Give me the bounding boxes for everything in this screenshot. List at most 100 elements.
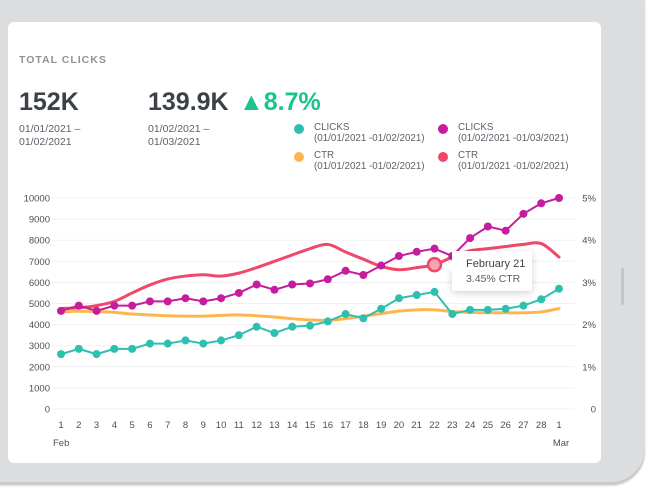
legend-range: (01/01/2021 -01/02/2021) bbox=[458, 161, 569, 172]
data-point[interactable] bbox=[483, 222, 492, 231]
data-point[interactable] bbox=[377, 261, 386, 270]
data-point[interactable] bbox=[217, 336, 226, 345]
y-left-tick-label: 2000 bbox=[29, 362, 50, 373]
x-tick-label: 24 bbox=[465, 420, 476, 431]
data-point[interactable] bbox=[323, 317, 332, 326]
data-point[interactable] bbox=[145, 339, 154, 348]
x-tick-label: 19 bbox=[376, 420, 387, 431]
y-left-tick-label: 8000 bbox=[29, 236, 50, 247]
data-point[interactable] bbox=[323, 275, 332, 284]
x-tick-label: 13 bbox=[269, 420, 280, 431]
data-point[interactable] bbox=[555, 284, 563, 293]
legend-dot-icon bbox=[294, 152, 304, 162]
data-point[interactable] bbox=[448, 310, 457, 319]
x-tick-label: 27 bbox=[518, 420, 529, 431]
data-point[interactable] bbox=[288, 322, 297, 331]
data-point[interactable] bbox=[377, 304, 386, 313]
previous-range-end: 01/03/2021 bbox=[148, 136, 201, 148]
data-point[interactable] bbox=[555, 194, 563, 202]
data-point[interactable] bbox=[306, 279, 314, 288]
data-point[interactable] bbox=[466, 234, 475, 243]
y-left-tick-label: 3000 bbox=[29, 341, 50, 352]
x-tick-label: 14 bbox=[287, 420, 298, 431]
y-right-tick-label: 4% bbox=[582, 236, 596, 247]
card-title: TOTAL CLICKS bbox=[19, 54, 107, 66]
data-point[interactable] bbox=[519, 301, 528, 310]
legend-dot-icon bbox=[438, 124, 448, 134]
data-point[interactable] bbox=[92, 350, 101, 359]
data-point[interactable] bbox=[537, 295, 546, 304]
data-point[interactable] bbox=[110, 301, 119, 310]
x-month-label-end: Mar bbox=[553, 438, 569, 449]
data-point[interactable] bbox=[57, 350, 65, 359]
x-tick-label: 26 bbox=[500, 420, 511, 431]
y-right-tick-label: 5% bbox=[582, 194, 596, 205]
data-point[interactable] bbox=[74, 344, 83, 353]
data-point[interactable] bbox=[359, 271, 368, 280]
data-point[interactable] bbox=[252, 280, 261, 289]
series-line-3 bbox=[59, 241, 561, 311]
legend-label: CTR bbox=[458, 150, 479, 161]
data-point[interactable] bbox=[501, 304, 510, 313]
data-point[interactable] bbox=[234, 288, 243, 297]
data-point[interactable] bbox=[430, 244, 439, 253]
x-tick-label: 11 bbox=[234, 420, 244, 431]
legend-range: (01/01/2021 -01/02/2021) bbox=[314, 133, 425, 144]
x-tick-label: 21 bbox=[411, 420, 422, 431]
data-point[interactable] bbox=[181, 336, 190, 345]
y-right-tick-label: 0 bbox=[591, 405, 596, 416]
data-point[interactable] bbox=[217, 294, 226, 303]
data-point[interactable] bbox=[163, 297, 172, 306]
data-point[interactable] bbox=[359, 314, 368, 323]
data-point[interactable] bbox=[306, 321, 314, 330]
tooltip-value: 3.45% CTR bbox=[466, 273, 521, 285]
tooltip-title: February 21 bbox=[466, 258, 526, 270]
data-point[interactable] bbox=[128, 301, 137, 310]
data-point[interactable] bbox=[181, 294, 190, 303]
legend-label: CLICKS bbox=[458, 122, 494, 133]
data-point[interactable] bbox=[252, 322, 261, 331]
data-point[interactable] bbox=[92, 306, 101, 315]
data-point[interactable] bbox=[341, 310, 350, 319]
data-point[interactable] bbox=[483, 305, 492, 314]
x-tick-label: 3 bbox=[94, 420, 99, 431]
previous-total: 139.9K bbox=[148, 88, 229, 116]
data-point[interactable] bbox=[412, 291, 421, 300]
data-point[interactable] bbox=[145, 297, 154, 306]
highlighted-data-point[interactable] bbox=[426, 256, 443, 273]
data-point[interactable] bbox=[234, 331, 243, 340]
data-point[interactable] bbox=[74, 301, 83, 310]
data-point[interactable] bbox=[57, 306, 65, 315]
data-point[interactable] bbox=[110, 344, 119, 353]
data-point[interactable] bbox=[394, 252, 403, 261]
series-line-2 bbox=[59, 307, 561, 322]
data-point[interactable] bbox=[341, 266, 350, 275]
x-tick-label: 23 bbox=[447, 420, 458, 431]
y-left-tick-label: 9000 bbox=[29, 215, 50, 226]
tablet-home-handle bbox=[621, 268, 624, 305]
current-range: 01/01/2021 – 01/02/2021 bbox=[19, 123, 80, 149]
x-tick-label: 6 bbox=[147, 420, 152, 431]
data-point[interactable] bbox=[537, 199, 546, 208]
data-point[interactable] bbox=[163, 339, 172, 348]
data-point[interactable] bbox=[430, 287, 439, 296]
y-left-tick-label: 1000 bbox=[29, 383, 50, 394]
data-point[interactable] bbox=[519, 209, 528, 218]
tooltip-arrow bbox=[446, 261, 452, 273]
x-tick-label: 15 bbox=[305, 420, 316, 431]
data-point[interactable] bbox=[394, 294, 403, 303]
current-total: 152K bbox=[19, 88, 79, 116]
data-point[interactable] bbox=[270, 285, 279, 294]
data-point[interactable] bbox=[412, 247, 421, 256]
data-point[interactable] bbox=[501, 226, 510, 235]
chart-tooltip: February 21 3.45% CTR bbox=[446, 251, 532, 291]
data-point[interactable] bbox=[466, 305, 475, 314]
data-point[interactable] bbox=[288, 280, 297, 289]
data-point[interactable] bbox=[128, 344, 137, 353]
data-point[interactable] bbox=[270, 329, 279, 338]
data-point[interactable] bbox=[199, 339, 208, 348]
x-tick-label: 8 bbox=[183, 420, 188, 431]
x-tick-label: 4 bbox=[112, 420, 117, 431]
data-point[interactable] bbox=[199, 297, 208, 306]
